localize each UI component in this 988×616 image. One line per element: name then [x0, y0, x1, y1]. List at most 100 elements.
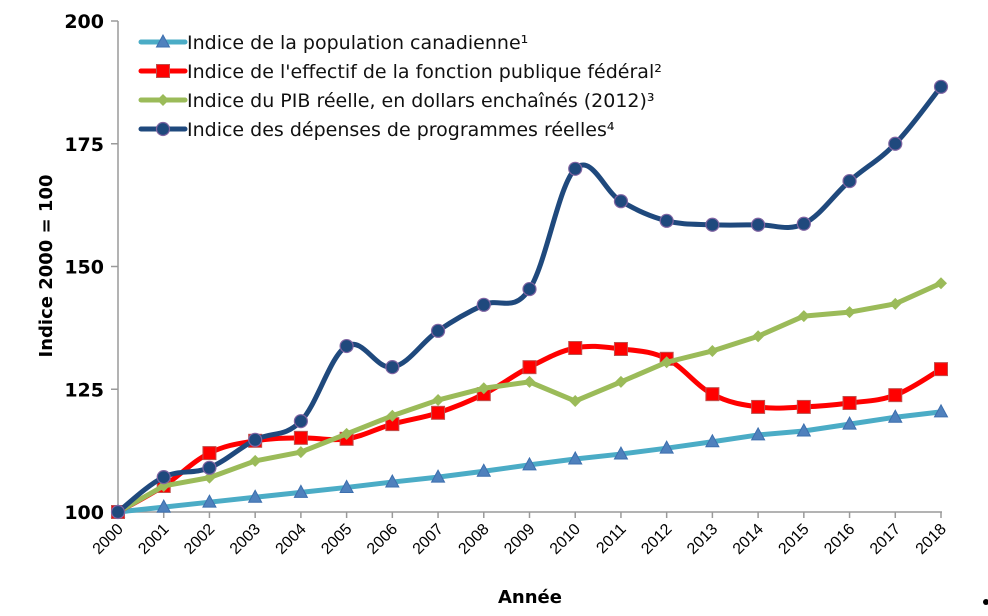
legend-marker-circle	[155, 121, 171, 137]
x-tick-label: 2007	[410, 521, 447, 558]
data-point-triangle	[659, 440, 675, 454]
data-point-circle	[613, 194, 629, 209]
y-tick-label: 150	[64, 257, 104, 279]
data-point-diamond	[249, 454, 262, 467]
x-tick-label: 2008	[455, 521, 492, 558]
data-point-triangle	[887, 409, 903, 423]
legend-marker-triangle	[155, 33, 171, 48]
data-point-square	[751, 399, 766, 414]
data-point-diamond	[340, 427, 353, 440]
data-point-square	[613, 341, 628, 356]
data-point-square	[568, 341, 583, 356]
data-point-circle	[476, 297, 491, 312]
series-3	[110, 79, 949, 520]
data-point-square	[934, 362, 948, 377]
x-tick-label: 2006	[364, 521, 401, 558]
x-tick-label: 2005	[318, 521, 355, 558]
data-point-square	[796, 399, 811, 414]
data-point-diamond	[797, 310, 810, 323]
data-point-square	[888, 388, 903, 403]
x-tick-label: 2004	[273, 521, 310, 558]
data-point-diamond	[203, 471, 216, 484]
data-point-triangle	[522, 456, 537, 471]
x-tick-label: 2018	[913, 521, 950, 558]
x-tick-label: 2015	[775, 521, 812, 558]
data-point-triangle	[567, 450, 583, 465]
stray-dot	[983, 599, 988, 605]
data-point-square	[705, 387, 720, 402]
x-tick-label: 2003	[227, 521, 264, 558]
y-tick-label: 125	[64, 379, 104, 401]
legend-label: Indice des dépenses de programmes réelle…	[187, 119, 615, 141]
data-point-circle	[659, 213, 674, 228]
data-point-diamond	[523, 375, 536, 388]
data-point-circle	[385, 360, 400, 375]
data-point-diamond	[889, 297, 902, 310]
y-axis: 100 125 150 175 200	[64, 11, 119, 524]
legend-label: Indice de l'effectif de la fonction publ…	[187, 61, 662, 83]
data-point-circle	[751, 217, 766, 232]
data-point-circle	[339, 338, 354, 354]
data-point-triangle	[750, 426, 766, 441]
data-point-circle	[430, 323, 446, 338]
data-point-circle	[568, 161, 583, 176]
legend: Indice de la population canadienne¹ Indic…	[138, 32, 662, 141]
x-axis-title: Année	[498, 587, 562, 608]
data-point-diamond	[614, 375, 627, 388]
data-point-triangle	[293, 484, 309, 498]
data-point-diamond	[706, 344, 719, 357]
x-tick-label: 2002	[181, 521, 218, 558]
data-point-triangle	[430, 469, 446, 483]
x-tick-label: 2000	[90, 521, 127, 558]
x-tick-label: 2012	[638, 521, 675, 558]
data-point-square	[431, 405, 446, 420]
data-point-square	[842, 395, 857, 410]
data-point-triangle	[705, 433, 720, 448]
data-point-circle	[705, 217, 720, 232]
data-point-triangle	[339, 479, 354, 493]
x-tick-label: 2014	[730, 521, 767, 558]
x-tick-label: 2017	[867, 521, 904, 558]
y-axis-title: Indice 2000 = 100	[36, 175, 57, 358]
data-point-diamond	[569, 395, 582, 408]
data-point-circle	[202, 460, 217, 475]
data-point-triangle	[476, 463, 492, 477]
data-point-triangle	[613, 446, 629, 460]
y-tick-label: 200	[64, 11, 104, 33]
data-point-square	[293, 430, 308, 445]
data-point-circle	[293, 414, 308, 429]
data-point-triangle	[933, 403, 949, 418]
data-point-circle	[796, 216, 811, 231]
y-tick-label: 100	[64, 502, 104, 524]
data-point-square	[522, 360, 537, 375]
data-point-diamond	[752, 330, 765, 343]
data-point-circle	[522, 281, 537, 297]
data-point-diamond	[660, 356, 673, 369]
x-tick-label: 2011	[593, 521, 629, 557]
x-tick-label: 2016	[821, 521, 858, 558]
data-point-triangle	[384, 473, 400, 488]
series-line-3	[115, 84, 944, 515]
legend-item: Indice des dépenses de programmes réelle…	[138, 119, 615, 141]
data-point-diamond	[935, 277, 947, 290]
x-tick-label: 2001	[135, 521, 172, 558]
data-point-circle	[888, 136, 903, 151]
legend-item: Indice du PIB réelle, en dollars enchaîn…	[138, 90, 655, 112]
legend-item: Indice de la population canadienne¹	[138, 32, 528, 54]
x-axis: 2000 2001 2002 2003 2004 2005 2006 2007 2008 2009…	[90, 511, 950, 558]
y-tick-label: 175	[64, 134, 104, 156]
data-point-triangle	[156, 499, 172, 513]
series-2	[112, 277, 947, 518]
data-point-triangle	[202, 494, 217, 508]
x-tick-label: 2013	[684, 521, 721, 558]
data-point-triangle	[842, 416, 857, 430]
data-point-diamond	[386, 409, 399, 422]
data-point-circle	[933, 79, 949, 94]
series-layer	[110, 79, 949, 520]
legend-marker-square	[156, 64, 170, 78]
data-point-square	[202, 446, 217, 461]
data-point-triangle	[796, 422, 812, 437]
data-point-circle	[110, 504, 126, 520]
legend-label: Indice de la population canadienne¹	[187, 32, 528, 54]
